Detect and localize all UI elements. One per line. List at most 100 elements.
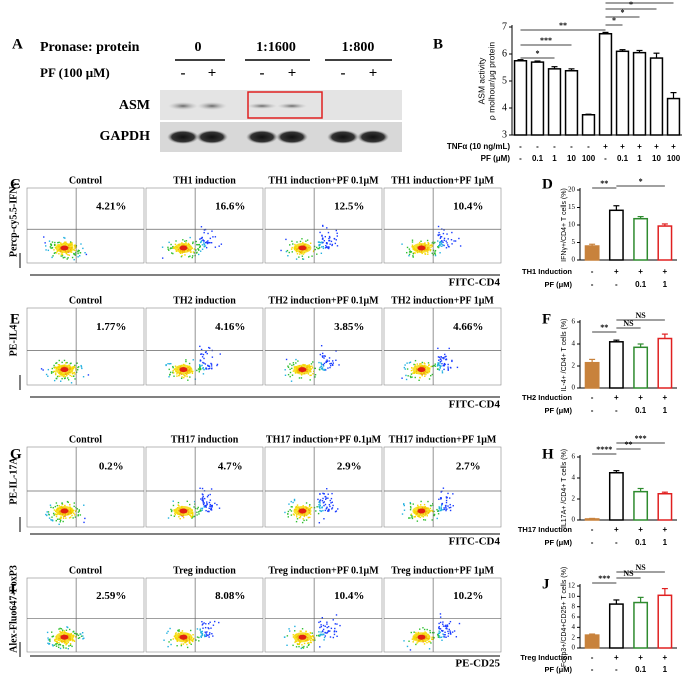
pf-label: PF (100 μM) xyxy=(40,65,110,80)
dot xyxy=(182,516,185,519)
dot xyxy=(310,637,313,640)
dot xyxy=(294,243,296,246)
dot xyxy=(309,631,312,634)
dot xyxy=(302,258,305,260)
dot xyxy=(67,373,70,375)
dot xyxy=(431,242,433,244)
dot xyxy=(325,245,327,247)
y-axis-label: Foxp3+/CD4+CD25+ T cells (%) xyxy=(561,567,568,667)
dot xyxy=(451,243,453,245)
bar xyxy=(633,346,649,389)
condition-name: PF (μM) xyxy=(545,538,573,547)
dot xyxy=(421,374,423,377)
plot-title: TH17 induction xyxy=(171,434,239,445)
plot-title: Control xyxy=(69,565,102,576)
dot xyxy=(307,256,310,258)
dot xyxy=(441,503,443,505)
dot xyxy=(44,242,46,244)
dot xyxy=(54,513,57,515)
dot xyxy=(437,362,440,365)
condition-value: 0.1 xyxy=(617,154,629,163)
dot xyxy=(73,509,75,512)
dot xyxy=(204,634,206,636)
dot xyxy=(418,379,420,382)
dot xyxy=(319,646,321,648)
dot xyxy=(438,635,441,637)
dot xyxy=(299,642,301,644)
dot xyxy=(59,647,62,650)
dot xyxy=(409,649,412,651)
dot xyxy=(167,362,169,365)
dot xyxy=(191,516,194,518)
dot xyxy=(312,636,315,638)
dot xyxy=(201,497,204,499)
dot xyxy=(171,247,173,249)
dot xyxy=(63,359,66,362)
significance-label: NS xyxy=(636,311,647,320)
dot xyxy=(65,362,67,364)
dot xyxy=(448,507,451,509)
dot xyxy=(445,247,448,249)
dot xyxy=(53,249,55,251)
y-axis-label: PE-IL-17A xyxy=(8,457,19,505)
dot xyxy=(214,236,217,238)
dot xyxy=(437,510,439,512)
dot xyxy=(424,519,427,521)
dot xyxy=(198,513,200,515)
dot xyxy=(339,624,341,627)
dot xyxy=(320,363,323,365)
dot xyxy=(429,250,432,252)
plot-title: TH2 induction+PF 1μM xyxy=(391,295,494,306)
dot xyxy=(445,509,447,512)
dot xyxy=(427,241,429,244)
dot xyxy=(323,369,326,371)
dot xyxy=(168,641,170,643)
dot xyxy=(284,374,287,376)
dot xyxy=(174,513,177,516)
dot xyxy=(42,369,44,371)
dot xyxy=(403,366,406,369)
dot xyxy=(168,363,171,365)
dot xyxy=(72,366,74,368)
plot-frame xyxy=(383,446,502,528)
dot xyxy=(327,509,330,511)
dot xyxy=(206,241,208,244)
dot xyxy=(443,244,445,247)
condition-value: 1 xyxy=(637,154,642,163)
dot xyxy=(329,499,331,502)
dot xyxy=(438,627,441,630)
dot xyxy=(323,518,325,520)
dot xyxy=(208,241,210,244)
dot xyxy=(331,360,334,362)
dot xyxy=(327,367,329,369)
dot xyxy=(408,253,411,256)
dot xyxy=(193,248,196,250)
y-tick-label: 0 xyxy=(572,384,576,392)
dot xyxy=(405,378,408,381)
dot xyxy=(60,516,62,518)
dot xyxy=(67,648,69,650)
dot xyxy=(54,638,56,641)
dot xyxy=(59,643,61,646)
dot xyxy=(319,499,322,501)
dot xyxy=(421,515,423,517)
y-tick-label: 15 xyxy=(568,203,576,211)
dot xyxy=(56,518,59,520)
dot xyxy=(66,373,68,376)
dot xyxy=(428,648,431,650)
dot xyxy=(61,375,63,377)
dot xyxy=(318,631,320,633)
dot xyxy=(87,374,90,376)
dot xyxy=(205,506,207,508)
dot xyxy=(291,364,293,367)
dot xyxy=(458,622,461,625)
dot xyxy=(309,513,312,515)
dot xyxy=(327,493,329,495)
dot xyxy=(438,507,441,509)
condition-value: + xyxy=(671,142,676,151)
dot xyxy=(321,616,324,619)
dot xyxy=(79,514,82,516)
dot xyxy=(206,503,208,506)
dot xyxy=(456,366,459,369)
dot xyxy=(308,505,311,507)
